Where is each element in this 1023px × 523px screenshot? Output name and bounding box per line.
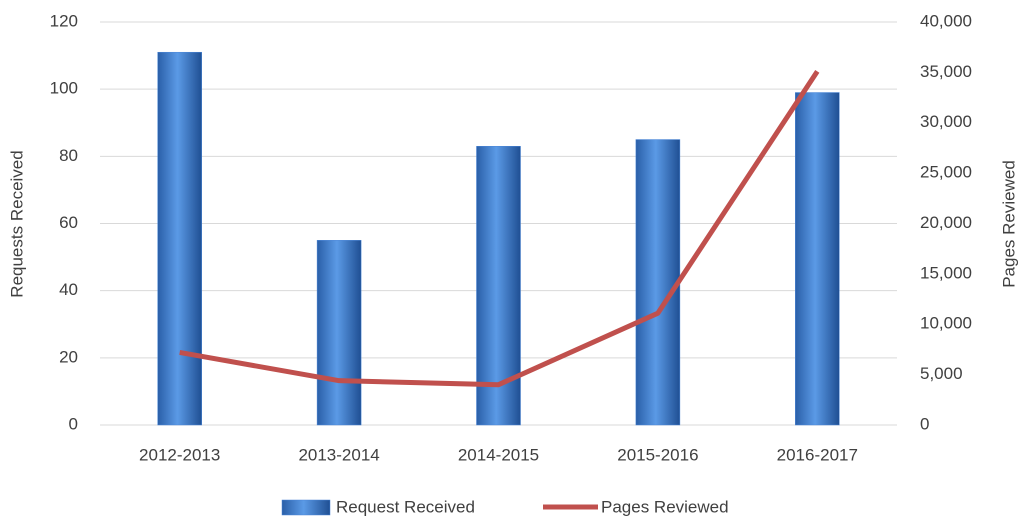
- y2-tick-label: 35,000: [920, 62, 972, 81]
- y-tick-label: 100: [50, 79, 78, 98]
- y2-tick-label: 30,000: [920, 112, 972, 131]
- y2-tick-label: 40,000: [920, 11, 972, 30]
- y2-tick-label: 10,000: [920, 314, 972, 333]
- y-tick-label: 0: [69, 414, 78, 433]
- y2-tick-label: 0: [920, 414, 929, 433]
- x-tick-label: 2012-2013: [139, 445, 220, 464]
- y-tick-label: 120: [50, 11, 78, 30]
- y-tick-label: 80: [59, 146, 78, 165]
- legend-label: Request Received: [336, 497, 475, 516]
- x-tick-label: 2013-2014: [298, 445, 379, 464]
- y2-tick-label: 5,000: [920, 364, 963, 383]
- x-tick-label: 2016-2017: [777, 445, 858, 464]
- y2-tick-label: 25,000: [920, 163, 972, 182]
- legend-swatch: [281, 499, 331, 516]
- x-tick-label: 2015-2016: [617, 445, 698, 464]
- bar: [635, 139, 681, 426]
- y-axis-label: Requests Received: [7, 150, 26, 297]
- line: [179, 69, 820, 388]
- legend-label: Pages Reviewed: [601, 497, 729, 516]
- x-tick-label: 2014-2015: [458, 445, 539, 464]
- y2-tick-label: 20,000: [920, 213, 972, 232]
- y2-axis-label: Pages Reviewed: [999, 160, 1018, 288]
- y-tick-label: 40: [59, 280, 78, 299]
- y-tick-label: 60: [59, 213, 78, 232]
- y2-tick-label: 15,000: [920, 263, 972, 282]
- bar: [795, 92, 840, 426]
- bar: [316, 240, 362, 426]
- y-tick-label: 20: [59, 347, 78, 366]
- bar: [157, 51, 202, 426]
